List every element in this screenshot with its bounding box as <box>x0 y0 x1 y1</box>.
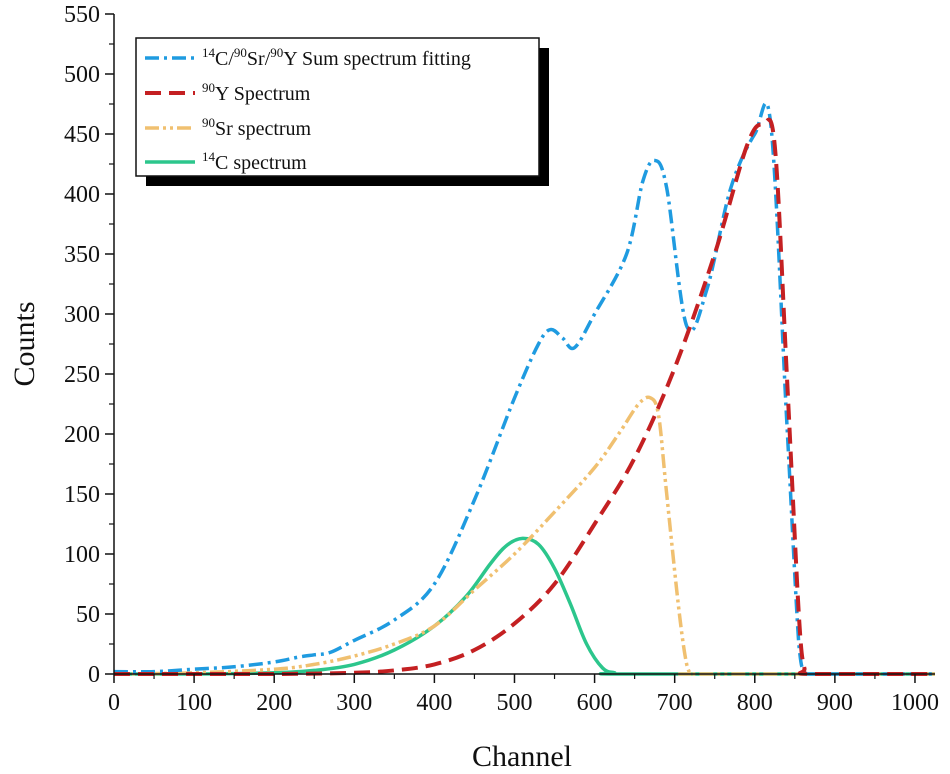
y-tick-label: 500 <box>64 62 100 88</box>
series-sr90 <box>113 395 935 676</box>
legend-c-sup: 14 <box>202 149 216 164</box>
legend-sr-base: Sr spectrum <box>215 118 312 140</box>
x-tick-label: 300 <box>336 690 372 716</box>
legend-label-y: 90Y Spectrum <box>202 80 311 105</box>
legend-box <box>135 37 540 177</box>
legend-sum-base1: C/ <box>215 48 234 70</box>
legend-sr-sup: 90 <box>202 115 215 130</box>
legend-c-base: C spectrum <box>215 152 307 174</box>
legend: 14C/90Sr/90Y Sum spectrum fitting 90Y Sp… <box>135 37 549 186</box>
y-tick-label: 300 <box>64 302 100 328</box>
x-tick-label: 700 <box>657 690 693 716</box>
x-tick-label: 100 <box>176 690 212 716</box>
x-tick-label: 1000 <box>891 690 939 716</box>
legend-sum-sup1: 14 <box>202 45 216 60</box>
legend-sum-base2: Sr/ <box>247 48 271 70</box>
legend-sum-sup3: 90 <box>270 45 283 60</box>
x-tick-label: 0 <box>108 690 120 716</box>
series-c14 <box>113 536 935 676</box>
series-y90 <box>113 117 935 677</box>
y-tick-label: 450 <box>64 122 100 148</box>
x-tick-label: 200 <box>256 690 292 716</box>
y-tick-label: 250 <box>64 362 100 388</box>
legend-sum-sup2: 90 <box>234 45 247 60</box>
legend-sum-base3: Y Sum spectrum fitting <box>283 48 471 70</box>
ticks-layer: 0 50 100 150 200 250 300 350 400 450 500 550 0 100 200… <box>64 2 939 716</box>
legend-label-c: 14C spectrum <box>202 149 307 174</box>
y-axis-title: Counts <box>8 301 41 386</box>
y-tick-label: 50 <box>76 602 100 628</box>
x-tick-label: 400 <box>416 690 452 716</box>
legend-y-sup: 90 <box>202 80 215 95</box>
y-tick-label: 150 <box>64 482 100 508</box>
y-tick-label: 0 <box>88 662 100 688</box>
legend-label-sum: 14C/90Sr/90Y Sum spectrum fitting <box>202 45 471 70</box>
x-tick-label: 500 <box>496 690 532 716</box>
y-tick-label: 350 <box>64 242 100 268</box>
legend-label-sr: 90Sr spectrum <box>202 115 312 140</box>
y-tick-label: 400 <box>64 182 100 208</box>
x-tick-label: 900 <box>817 690 853 716</box>
legend-y-base: Y Spectrum <box>215 83 311 105</box>
series-layer <box>113 101 935 677</box>
y-tick-label: 200 <box>64 422 100 448</box>
y-tick-label: 100 <box>64 542 100 568</box>
x-tick-label: 800 <box>737 690 773 716</box>
x-tick-label: 600 <box>577 690 613 716</box>
x-axis-title: Channel <box>472 740 572 773</box>
y-tick-label: 550 <box>64 2 100 28</box>
series-sum-fit <box>113 101 935 676</box>
